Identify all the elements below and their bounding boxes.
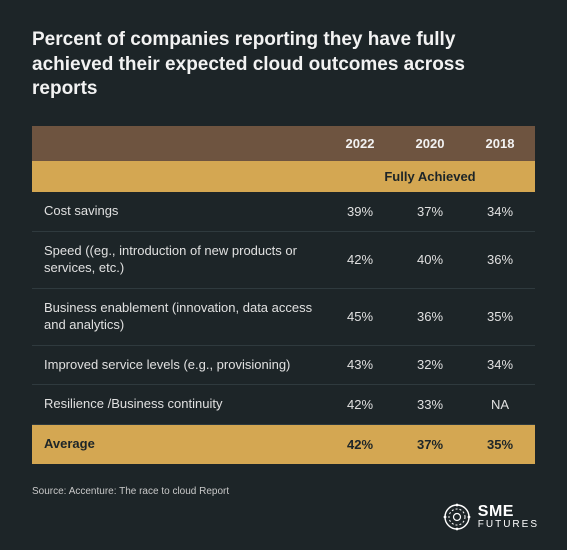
brand-text: SME FUTURES <box>478 504 539 530</box>
cell: 33% <box>395 385 465 425</box>
subheader-blank <box>32 161 325 192</box>
table-row: Business enablement (innovation, data ac… <box>32 288 535 345</box>
brand-line2: FUTURES <box>478 520 539 530</box>
table-row: Resilience /Business continuity 42% 33% … <box>32 385 535 425</box>
data-table: 2022 2020 2018 Fully Achieved Cost savin… <box>32 126 535 464</box>
brand-logo: SME FUTURES <box>442 502 539 532</box>
row-label: Business enablement (innovation, data ac… <box>32 288 325 345</box>
table-row: Cost savings 39% 37% 34% <box>32 192 535 231</box>
header-year-row: 2022 2020 2018 <box>32 126 535 161</box>
table-row: Speed ((eg., introduction of new product… <box>32 231 535 288</box>
cell: 42% <box>325 231 395 288</box>
header-col-2018: 2018 <box>465 126 535 161</box>
cell: NA <box>465 385 535 425</box>
average-cell: 42% <box>325 425 395 464</box>
cell: 39% <box>325 192 395 231</box>
cell: 45% <box>325 288 395 345</box>
table-row: Improved service levels (e.g., provision… <box>32 345 535 385</box>
cell: 40% <box>395 231 465 288</box>
source-text: Source: Accenture: The race to cloud Rep… <box>32 486 535 497</box>
header-col-2020: 2020 <box>395 126 465 161</box>
cell: 34% <box>465 345 535 385</box>
header-sub-row: Fully Achieved <box>32 161 535 192</box>
cell: 43% <box>325 345 395 385</box>
subheader-label: Fully Achieved <box>325 161 535 192</box>
cell: 36% <box>395 288 465 345</box>
average-cell: 35% <box>465 425 535 464</box>
row-label: Speed ((eg., introduction of new product… <box>32 231 325 288</box>
globe-icon <box>442 502 472 532</box>
cell: 37% <box>395 192 465 231</box>
cell: 34% <box>465 192 535 231</box>
row-label: Improved service levels (e.g., provision… <box>32 345 325 385</box>
average-row: Average 42% 37% 35% <box>32 425 535 464</box>
row-label: Cost savings <box>32 192 325 231</box>
average-cell: 37% <box>395 425 465 464</box>
cell: 36% <box>465 231 535 288</box>
chart-title: Percent of companies reporting they have… <box>32 28 535 102</box>
cell: 42% <box>325 385 395 425</box>
cell: 32% <box>395 345 465 385</box>
header-blank <box>32 126 325 161</box>
brand-line1: SME <box>478 504 539 520</box>
cell: 35% <box>465 288 535 345</box>
row-label: Resilience /Business continuity <box>32 385 325 425</box>
average-label: Average <box>32 425 325 464</box>
header-col-2022: 2022 <box>325 126 395 161</box>
